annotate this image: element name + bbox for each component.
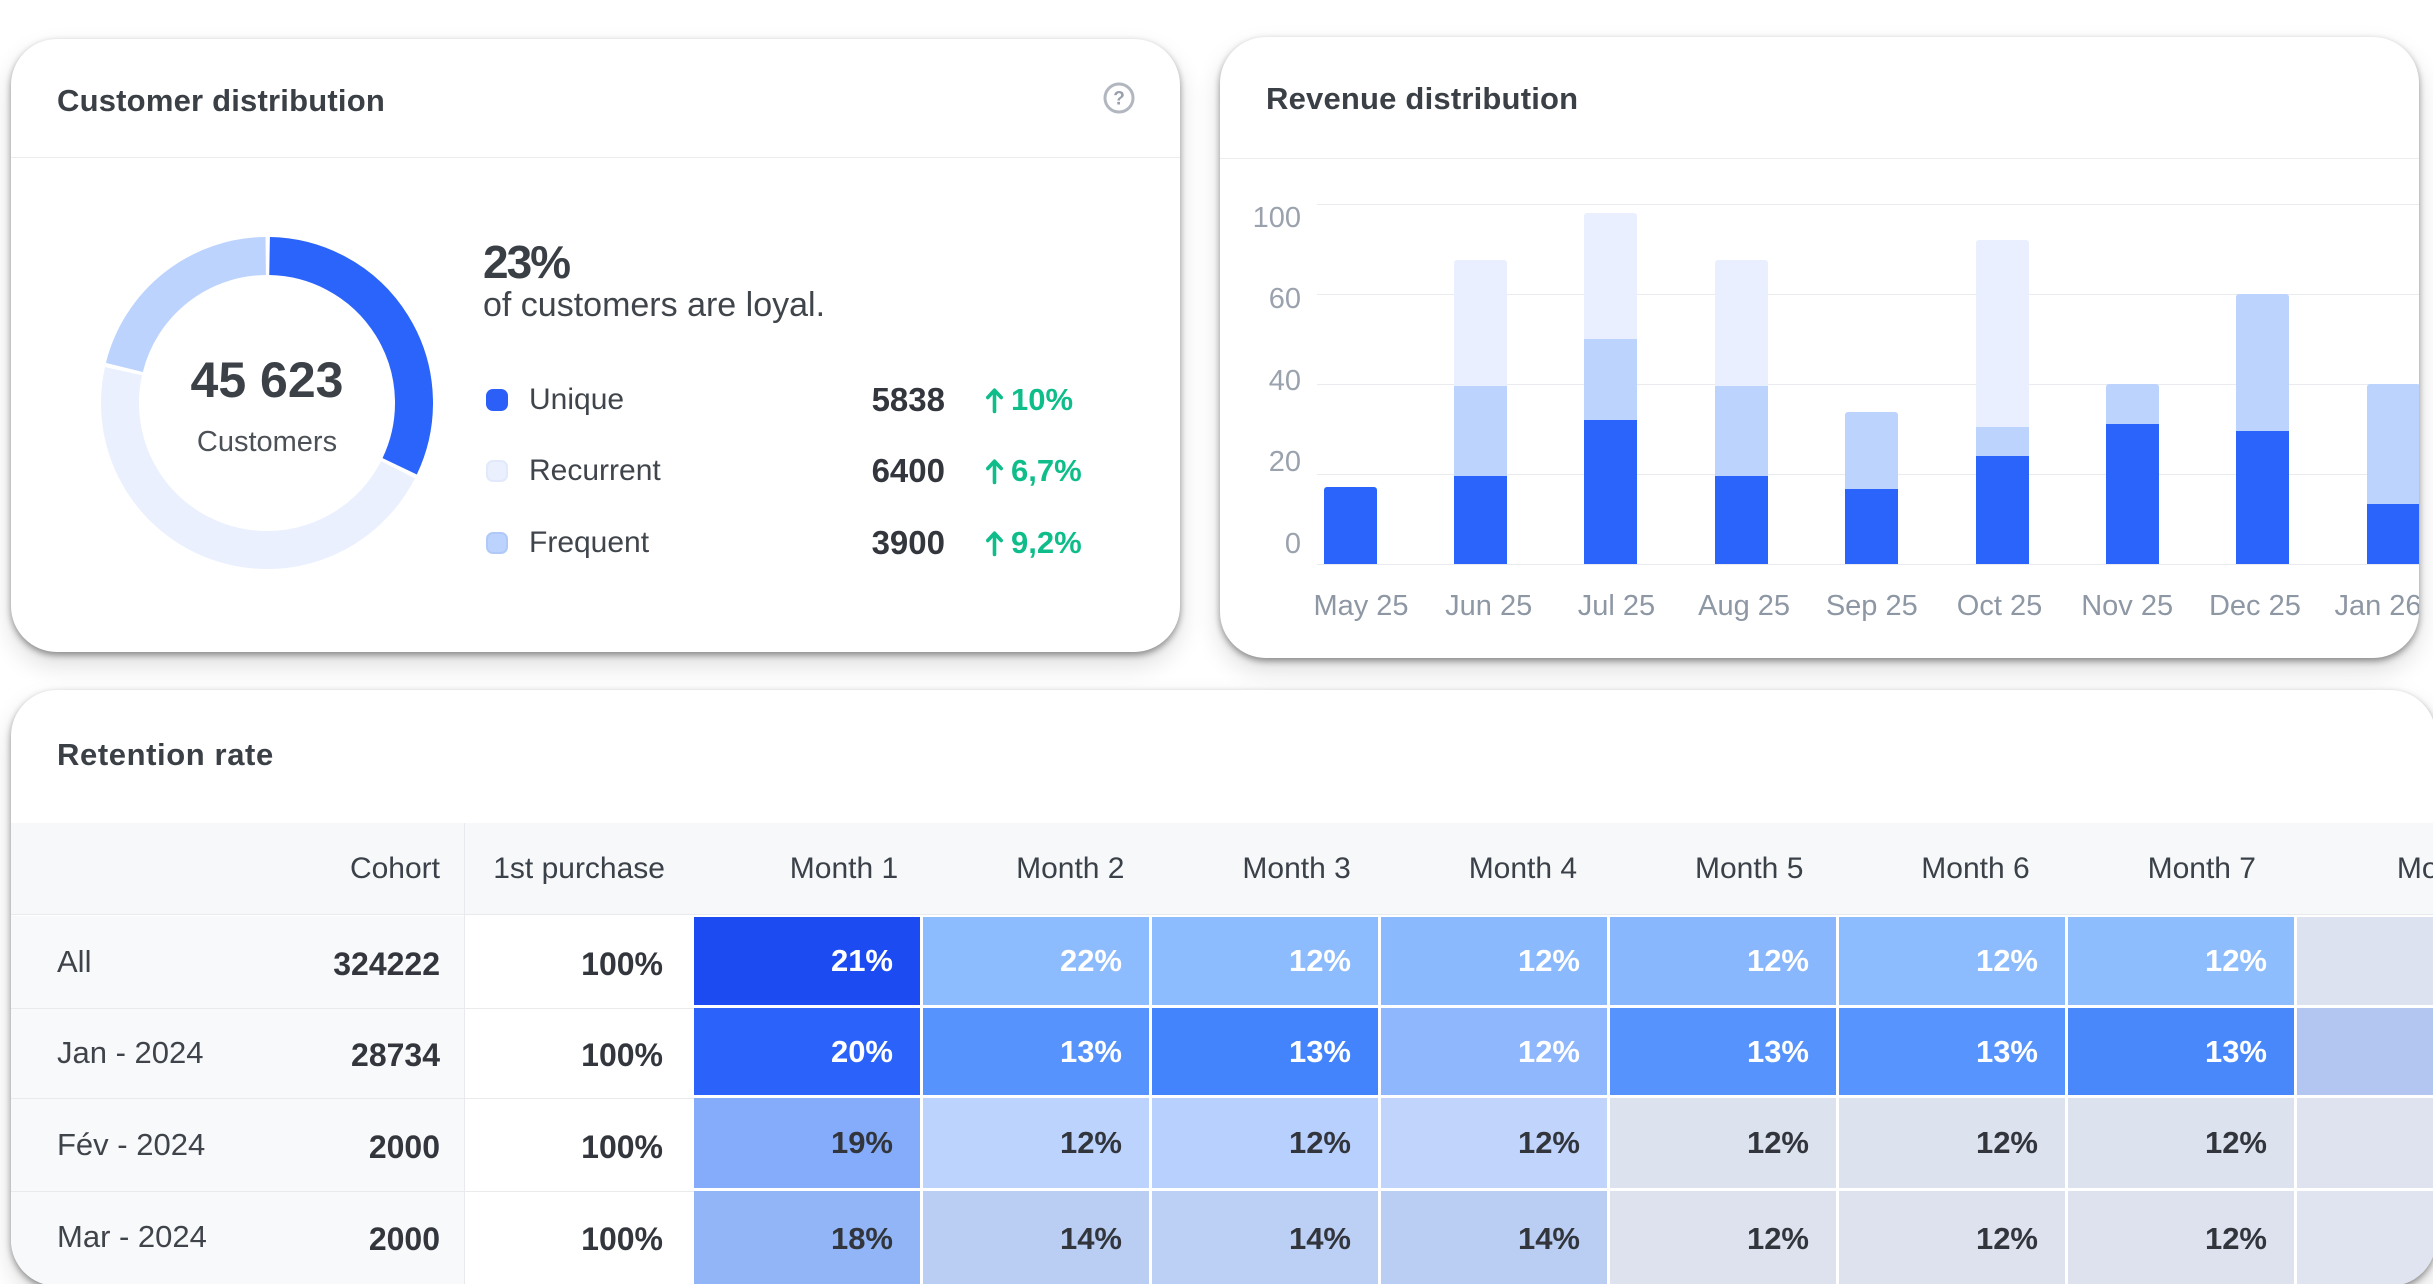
svg-text:?: ? xyxy=(1113,89,1125,110)
